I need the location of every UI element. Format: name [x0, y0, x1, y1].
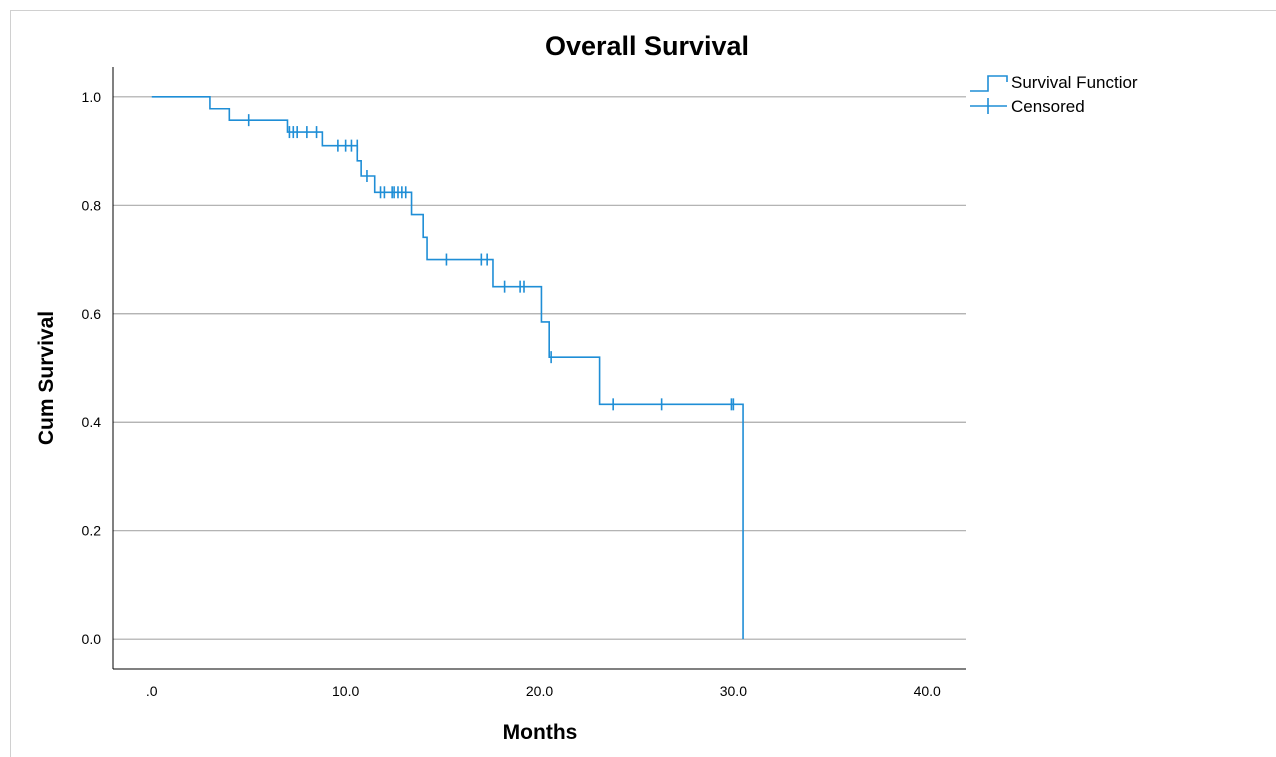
y-tick-labels: 0.0 0.2 0.4 0.6 0.8 1.0	[82, 89, 102, 647]
axes	[112, 67, 966, 670]
survival-step-line	[151, 96, 744, 640]
step-line-icon	[970, 75, 1008, 92]
x-tick-label: 10.0	[332, 683, 359, 699]
y-tick-label: 0.4	[82, 414, 102, 430]
x-tick-label: .0	[146, 683, 158, 699]
legend-label-censored: Censored	[1011, 97, 1085, 116]
censor-marks	[247, 114, 735, 411]
x-tick-label: 20.0	[526, 683, 553, 699]
x-axis-title: Months	[503, 721, 578, 744]
x-tick-label: 30.0	[720, 683, 747, 699]
x-tick-labels: .0 10.0 20.0 30.0 40.0	[146, 683, 941, 699]
y-tick-label: 0.0	[82, 631, 102, 647]
legend: Survival Functior Censored	[970, 73, 1138, 116]
y-tick-label: 0.8	[82, 197, 102, 213]
chart-title: Overall Survival	[545, 31, 749, 61]
legend-item-survival: Survival Functior	[970, 73, 1138, 92]
gridlines	[113, 96, 966, 640]
y-tick-label: 0.2	[82, 523, 102, 539]
y-tick-label: 1.0	[82, 89, 102, 105]
series-layer	[151, 96, 744, 640]
legend-item-censored: Censored	[970, 97, 1085, 116]
chart-frame	[10, 10, 1276, 757]
censor-mark-icon	[970, 98, 1007, 114]
y-tick-label: 0.6	[82, 306, 102, 322]
legend-label-survival: Survival Functior	[1011, 73, 1138, 92]
y-axis-title: Cum Survival	[35, 311, 58, 445]
x-tick-label: 40.0	[914, 683, 941, 699]
